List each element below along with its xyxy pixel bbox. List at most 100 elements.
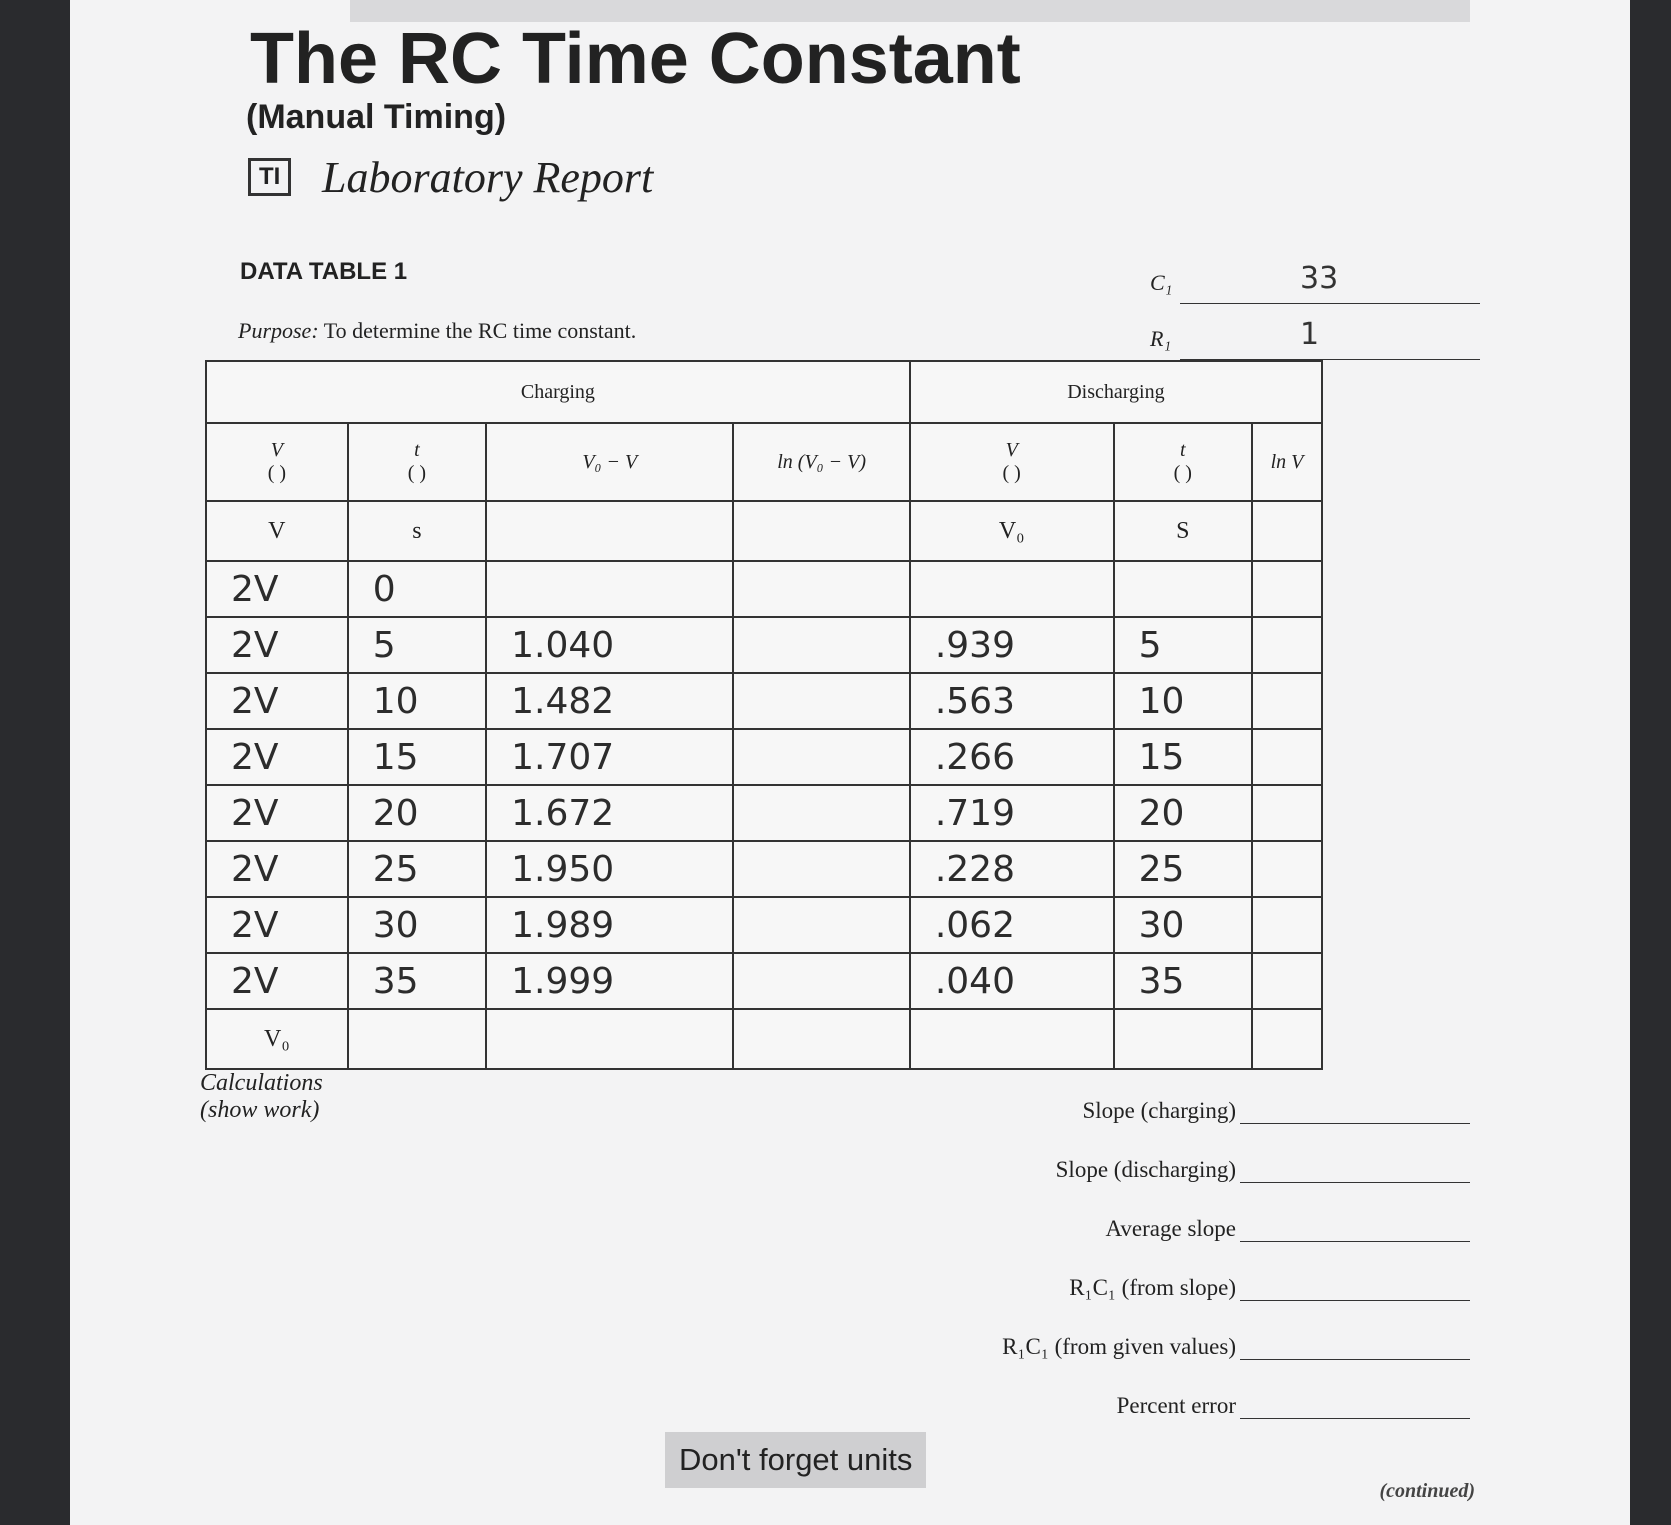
cell: V₀ — [205, 1008, 349, 1070]
cell: .563 — [908, 672, 1115, 730]
cell: 10 — [1112, 672, 1254, 730]
calculations: Calculations (show work) — [200, 1070, 323, 1124]
column-unit: ( ) — [407, 462, 427, 484]
cell: .228 — [908, 840, 1115, 898]
cell: 15 — [1112, 728, 1254, 786]
cell: 2V — [205, 672, 349, 730]
result: Percent error — [1117, 1393, 1470, 1419]
field-value: 1 — [1300, 317, 1320, 352]
cell: 2V — [205, 728, 349, 786]
field: R₁ 1 — [1150, 317, 1480, 360]
row: 2V 25 1.950.228 25 — [205, 840, 1323, 898]
cell — [732, 560, 911, 618]
result: Slope (discharging) — [1056, 1157, 1470, 1183]
cell: 2V — [205, 560, 349, 618]
cell: 30 — [1112, 896, 1254, 954]
row: 2V 5 1.040.939 5 — [205, 616, 1323, 674]
result: R₁C₁ (from given values) — [1002, 1334, 1470, 1360]
calc-title: Calculations — [200, 1070, 323, 1096]
cell: .939 — [908, 616, 1115, 674]
cell: .719 — [908, 784, 1115, 842]
result-label: Slope (charging) — [1082, 1098, 1236, 1123]
report-title: Laboratory Report — [322, 153, 654, 202]
column-header: V( ) — [908, 422, 1115, 502]
cell — [1251, 560, 1323, 618]
cell: V — [205, 500, 349, 562]
title: The RC Time Constant — [250, 19, 1021, 99]
column-unit: ( ) — [267, 462, 287, 484]
result-line — [1240, 1241, 1470, 1242]
cell — [732, 672, 911, 730]
cell — [1251, 500, 1323, 562]
cell — [1112, 1008, 1254, 1070]
group-header: Discharging — [908, 360, 1324, 424]
column-unit: ( ) — [1002, 462, 1021, 484]
cell — [1112, 560, 1254, 618]
column-name: V — [1005, 439, 1018, 461]
cell: 25 — [346, 840, 488, 898]
result-label: Percent error — [1116, 1393, 1236, 1418]
group-row: Charging Discharging — [205, 360, 1324, 424]
row: V₀ — [205, 1008, 1323, 1070]
column-header: t( ) — [346, 422, 488, 502]
cell: 1.482 — [485, 672, 735, 730]
column-name: ln (V₀ − V) — [777, 450, 866, 473]
column-name: t — [1180, 439, 1186, 461]
result-line — [1240, 1182, 1470, 1183]
column-header: t( ) — [1112, 422, 1254, 502]
cell: 5 — [1112, 616, 1254, 674]
cell: 2V — [205, 952, 349, 1010]
cell: 1.040 — [485, 616, 735, 674]
cell — [1251, 1008, 1323, 1070]
table-label: DATA TABLE 1 — [240, 258, 408, 285]
cell — [485, 560, 735, 618]
cell — [908, 1008, 1115, 1070]
result: R₁C₁ (from slope) — [1069, 1275, 1470, 1301]
result-label: R₁C₁ (from slope) — [1069, 1275, 1236, 1300]
cell: 5 — [346, 616, 488, 674]
cell: 25 — [1112, 840, 1254, 898]
cell: 15 — [346, 728, 488, 786]
column-header: V( ) — [205, 422, 349, 502]
result: Slope (charging) — [1082, 1098, 1470, 1124]
cell: 10 — [346, 672, 488, 730]
result-label: Average slope — [1105, 1216, 1237, 1241]
cell: .266 — [908, 728, 1115, 786]
cell: S — [1112, 500, 1254, 562]
row: 2V 30 1.989.062 30 — [205, 896, 1323, 954]
cell — [732, 896, 911, 954]
cell: 35 — [1112, 952, 1254, 1010]
result-label: R₁C₁ (from given values) — [1002, 1334, 1236, 1359]
cell — [732, 616, 911, 674]
cell: 1.707 — [485, 728, 735, 786]
column-header: ln V — [1251, 422, 1323, 502]
logo: TI — [248, 158, 292, 196]
cell: 20 — [346, 784, 488, 842]
cell: .040 — [908, 952, 1115, 1010]
cell: V₀ — [908, 500, 1115, 562]
column-unit: ( ) — [1173, 462, 1192, 484]
footer: (continued) — [1379, 1480, 1475, 1502]
cell — [1251, 840, 1323, 898]
cell: 35 — [346, 952, 488, 1010]
subtitle: (Manual Timing) — [246, 98, 507, 136]
cell — [908, 560, 1115, 618]
result-line — [1240, 1359, 1470, 1360]
result-line — [1240, 1123, 1470, 1124]
cell: 2V — [205, 784, 349, 842]
purpose: Purpose: To determine the RC time consta… — [238, 318, 636, 344]
cell — [732, 1008, 911, 1070]
column-name: ln V — [1270, 450, 1304, 473]
result-line — [1240, 1300, 1470, 1301]
cell — [485, 1008, 735, 1070]
cell: 1.999 — [485, 952, 735, 1010]
cell: .062 — [908, 896, 1115, 954]
cell — [1251, 672, 1323, 730]
result-label: Slope (discharging) — [1055, 1157, 1236, 1182]
cell — [1251, 728, 1323, 786]
cell: 2V — [205, 616, 349, 674]
column-name: V₀ − V — [582, 450, 638, 473]
cell: 20 — [1112, 784, 1254, 842]
